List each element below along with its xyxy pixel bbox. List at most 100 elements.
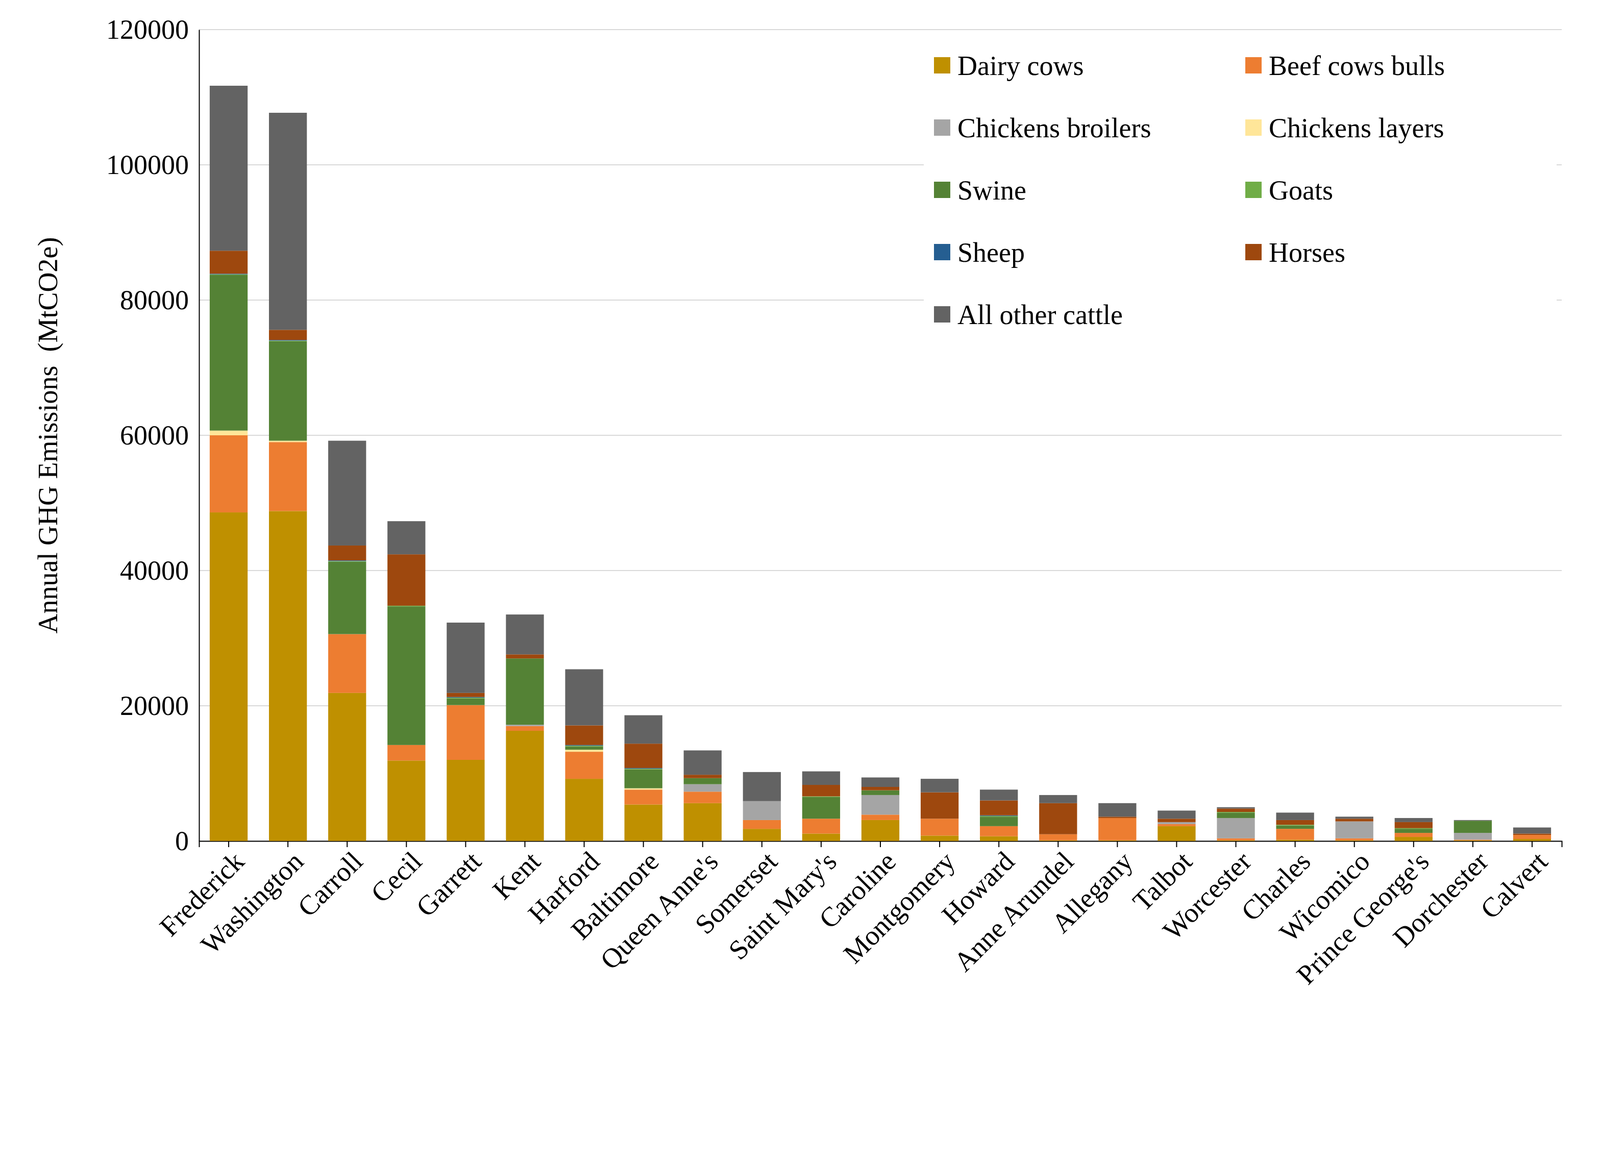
- legend-item: Beef cows bulls: [1245, 50, 1445, 82]
- bar-segment: [268, 112, 307, 330]
- bar-segment: [802, 818, 841, 834]
- bar-segment: [328, 634, 366, 694]
- y-tick: 100000: [106, 149, 200, 181]
- legend-label: Beef cows bulls: [1268, 50, 1445, 82]
- bar-segment: [268, 341, 307, 441]
- legend-label: Chickens broilers: [957, 112, 1151, 144]
- bar-segment: [505, 730, 544, 842]
- grid-line: [199, 29, 1562, 31]
- bar-segment: [1394, 837, 1433, 842]
- bar-segment: [1454, 820, 1492, 833]
- bar-segment: [1275, 825, 1314, 830]
- bar-segment: [920, 792, 959, 820]
- bar-segment: [1394, 818, 1433, 823]
- bar-segment: [387, 521, 426, 555]
- x-tick-label: Allegany: [1045, 845, 1139, 939]
- bar-segment: [979, 816, 1018, 817]
- bar-segment: [209, 512, 248, 842]
- bar-segment: [683, 778, 722, 785]
- legend-item: Dairy cows: [933, 50, 1084, 82]
- bar-segment: [1335, 821, 1374, 839]
- bar-segment: [268, 440, 307, 443]
- bar-segment: [1275, 828, 1314, 840]
- plot: 020000400006000080000100000120000Frederi…: [106, 14, 1563, 991]
- bar-segment: [1275, 820, 1314, 825]
- x-tick-label: Garrett: [410, 845, 488, 923]
- bar-segment: [446, 759, 485, 842]
- grid: [199, 29, 1562, 842]
- legend-swatch: [933, 119, 951, 136]
- bar-segment: [1039, 803, 1077, 835]
- bar-segment: [1335, 838, 1374, 841]
- bar-segment: [564, 669, 603, 726]
- bar-segment: [1157, 810, 1196, 819]
- y-tick: 40000: [119, 555, 200, 586]
- bar-segment: [1454, 832, 1492, 840]
- bar-segment: [802, 771, 841, 786]
- y-axis-line: [199, 30, 201, 842]
- y-tick-label: 100000: [106, 149, 189, 181]
- bar-segment: [683, 803, 722, 842]
- y-tick-label: 20000: [119, 690, 189, 722]
- bar-segment: [624, 743, 663, 769]
- bar-segment: [1216, 808, 1255, 812]
- bar-segment: [683, 774, 722, 779]
- bar-segment: [1454, 820, 1492, 821]
- bar-segment: [1513, 833, 1552, 835]
- bar-segment: [1335, 816, 1374, 819]
- bar-segment: [209, 250, 248, 274]
- bar-segment: [564, 725, 603, 745]
- bar-segment: [683, 791, 722, 804]
- bar-segment: [564, 778, 603, 842]
- legend-item: Chickens broilers: [933, 112, 1151, 144]
- bar-segment: [564, 749, 603, 752]
- x-tick: Calvert: [1474, 841, 1554, 925]
- bar-segment: [1513, 827, 1552, 834]
- bar-segment: [624, 788, 663, 791]
- y-tick: 120000: [106, 14, 200, 45]
- bar-segment: [1394, 828, 1433, 833]
- bar-segment: [564, 746, 603, 751]
- bar-segment: [1513, 839, 1552, 842]
- bar-segment: [1394, 832, 1433, 838]
- bar-segment: [1157, 824, 1196, 827]
- bar-segment: [209, 430, 248, 436]
- bar-segment: [624, 804, 663, 842]
- bar-segment: [328, 440, 366, 546]
- bar-segment: [387, 554, 426, 606]
- x-tick: Dorchester: [1387, 841, 1495, 953]
- bar-segment: [979, 800, 1018, 816]
- bar-segment: [1216, 818, 1255, 839]
- bar-segment: [920, 818, 959, 836]
- bar-segment: [387, 760, 426, 842]
- legend-swatch: [1245, 181, 1262, 199]
- chart: 020000400006000080000100000120000Frederi…: [0, 0, 1600, 1162]
- x-tick: Garrett: [410, 841, 488, 923]
- bar-segment: [861, 786, 900, 791]
- bar-segment: [743, 772, 781, 802]
- bar-segment: [328, 693, 366, 842]
- bar-segment: [328, 560, 366, 561]
- bar-segment: [564, 751, 603, 779]
- legend-label: All other cattle: [957, 299, 1123, 331]
- legend-label: Sheep: [957, 237, 1025, 268]
- y-tick-label: 80000: [119, 284, 189, 316]
- bar-segment: [1098, 816, 1137, 819]
- x-tick: Allegany: [1045, 841, 1139, 940]
- bar-segment: [1454, 840, 1492, 842]
- legend-label: Goats: [1268, 175, 1334, 206]
- x-axis: FrederickWashingtonCarrollCecilGarrettKe…: [153, 841, 1562, 991]
- bar-segment: [1216, 807, 1255, 809]
- bar-segment: [1157, 826, 1196, 842]
- bar-segment: [683, 784, 722, 793]
- legend-label: Horses: [1268, 237, 1346, 268]
- y-tick: 60000: [119, 420, 200, 451]
- bar-segment: [268, 329, 307, 340]
- bar-segment: [209, 85, 248, 251]
- bar-segment: [505, 726, 544, 731]
- bar-segment: [1275, 812, 1314, 821]
- bar-segment: [624, 769, 663, 789]
- y-tick: 80000: [119, 284, 200, 316]
- bar-segment: [1394, 828, 1433, 829]
- bar-segment: [328, 545, 366, 561]
